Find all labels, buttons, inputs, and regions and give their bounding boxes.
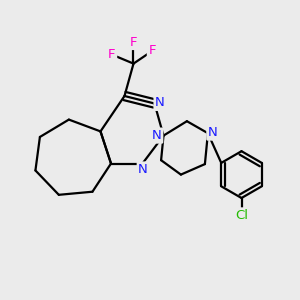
Text: F: F bbox=[148, 44, 156, 58]
Text: F: F bbox=[130, 35, 137, 49]
Text: Cl: Cl bbox=[235, 209, 248, 222]
Text: N: N bbox=[208, 126, 218, 139]
Text: N: N bbox=[155, 96, 165, 110]
Text: N: N bbox=[152, 129, 162, 142]
Text: N: N bbox=[138, 163, 148, 176]
Text: F: F bbox=[108, 48, 116, 61]
